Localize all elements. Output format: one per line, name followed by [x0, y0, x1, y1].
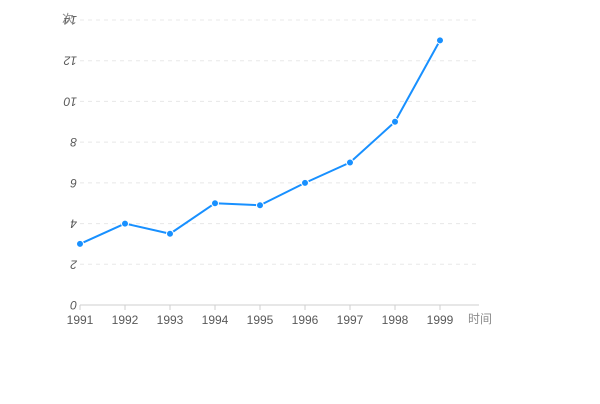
y-tick-label: 2 — [70, 257, 78, 271]
data-point[interactable] — [256, 201, 264, 210]
data-point[interactable] — [346, 158, 354, 167]
data-point[interactable] — [166, 229, 174, 238]
y-tick-label: 10 — [63, 94, 77, 108]
y-tick-label: 0 — [70, 298, 77, 312]
x-tick-label: 1993 — [157, 313, 184, 327]
x-tick-label: 1996 — [292, 313, 319, 327]
y-tick-label: 14 — [63, 13, 77, 27]
x-axis-tick-labels: 1991 1992 1993 1994 1995 1996 1997 1998 1999 — [67, 313, 454, 327]
data-point[interactable] — [301, 178, 309, 187]
x-tick-label: 1999 — [427, 313, 454, 327]
y-axis-unit-label: 次 — [62, 12, 74, 26]
x-tick-label: 1998 — [382, 313, 409, 327]
x-tick-label: 1997 — [337, 313, 364, 327]
y-tick-label: 8 — [70, 135, 77, 149]
x-axis-unit-label: 时间 — [468, 312, 492, 326]
data-point[interactable] — [121, 219, 129, 228]
grid-lines — [80, 19, 479, 265]
series-layer — [76, 36, 444, 248]
y-tick-label: 6 — [70, 176, 77, 190]
data-point[interactable] — [391, 117, 399, 126]
x-tick-label: 1994 — [202, 313, 229, 327]
data-point[interactable] — [76, 239, 84, 248]
x-tick-label: 1995 — [247, 313, 274, 327]
x-tick-label: 1992 — [112, 313, 139, 327]
y-tick-label: 12 — [63, 54, 77, 68]
y-axis-tick-labels: 0 2 4 6 8 10 12 14 — [63, 13, 78, 312]
y-tick-label: 4 — [70, 217, 77, 231]
data-point[interactable] — [211, 199, 219, 208]
x-tick-label: 1991 — [67, 313, 94, 327]
axes — [79, 304, 479, 310]
data-point[interactable] — [436, 36, 444, 45]
